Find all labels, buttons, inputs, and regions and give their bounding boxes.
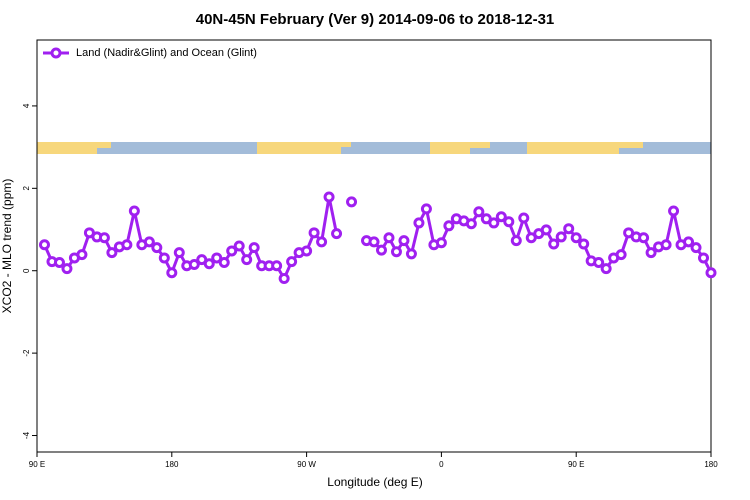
data-point (660, 239, 672, 251)
data-point (578, 238, 590, 250)
data-point (286, 256, 298, 268)
data-point (226, 245, 238, 257)
data-point (98, 232, 110, 244)
data-point (593, 256, 605, 268)
data-point (638, 232, 650, 244)
data-point (346, 196, 358, 208)
x-tick-label: 180 (704, 460, 718, 469)
data-point (76, 249, 88, 261)
data-point (435, 237, 447, 249)
data-point (570, 232, 582, 244)
data-point (331, 228, 343, 240)
data-point (271, 260, 283, 272)
data-point (465, 218, 477, 230)
y-tick-label: -2 (22, 349, 31, 357)
data-point (323, 191, 335, 203)
data-point (308, 227, 320, 239)
data-point (683, 236, 695, 248)
data-point (375, 244, 387, 256)
data-point (390, 246, 402, 258)
data-point (555, 231, 567, 243)
data-point (158, 252, 170, 264)
legend-marker (50, 47, 62, 59)
data-point (301, 245, 313, 257)
data-point (173, 247, 185, 259)
plot-frame (36, 39, 712, 453)
x-tick-label: 180 (165, 460, 179, 469)
data-point (128, 205, 140, 217)
chart-title: 40N-45N February (Ver 9) 2014-09-06 to 2… (196, 11, 555, 28)
surface-strip (37, 142, 711, 154)
data-point (488, 217, 500, 229)
data-point (510, 235, 522, 247)
data-point (106, 247, 118, 259)
data-point (518, 212, 530, 224)
data-point (233, 240, 245, 252)
x-tick-label: 0 (439, 460, 444, 469)
legend-label: Land (Nadir&Glint) and Ocean (Glint) (76, 47, 257, 59)
data-point (368, 236, 380, 248)
data-point (615, 249, 627, 261)
data-point (248, 242, 260, 254)
x-tick-label: 90 E (568, 460, 584, 469)
data-point (203, 258, 215, 270)
data-point (413, 217, 425, 229)
data-point (705, 267, 717, 279)
data-point (398, 235, 410, 247)
data-point (645, 247, 657, 259)
data-point (316, 236, 328, 248)
data-point (211, 252, 223, 264)
data-point (495, 211, 507, 223)
data-point (278, 273, 290, 285)
data-point (151, 242, 163, 254)
data-point (600, 263, 612, 275)
y-axis-label: XCO2 - MLO trend (ppm) (0, 179, 14, 314)
data-point (143, 236, 155, 248)
legend: Land (Nadir&Glint) and Ocean (Glint) (43, 47, 257, 59)
data-point (38, 239, 50, 251)
data-point (473, 206, 485, 218)
data-point (405, 248, 417, 260)
y-tick-label: -4 (22, 431, 31, 439)
data-point (383, 232, 395, 244)
data-point (121, 239, 133, 251)
data-point (188, 259, 200, 271)
data-point (540, 224, 552, 236)
x-tick-label: 90 W (297, 460, 316, 469)
data-point (690, 242, 702, 254)
y-tick-label: 2 (22, 186, 31, 191)
data-point (241, 254, 253, 266)
data-point (698, 252, 710, 264)
x-axis-label: Longitude (deg E) (327, 475, 422, 489)
data-point (503, 216, 515, 228)
y-tick-label: 4 (22, 103, 31, 108)
data-point (53, 256, 65, 268)
data-point (563, 223, 575, 235)
y-tick-label: 0 (22, 268, 31, 273)
data-point (166, 267, 178, 279)
data-point (668, 205, 680, 217)
data-point (548, 238, 560, 250)
data-point (443, 220, 455, 232)
data-point (218, 256, 230, 268)
x-tick-label: 90 E (29, 460, 45, 469)
data-point (420, 203, 432, 215)
data-point (61, 263, 73, 275)
